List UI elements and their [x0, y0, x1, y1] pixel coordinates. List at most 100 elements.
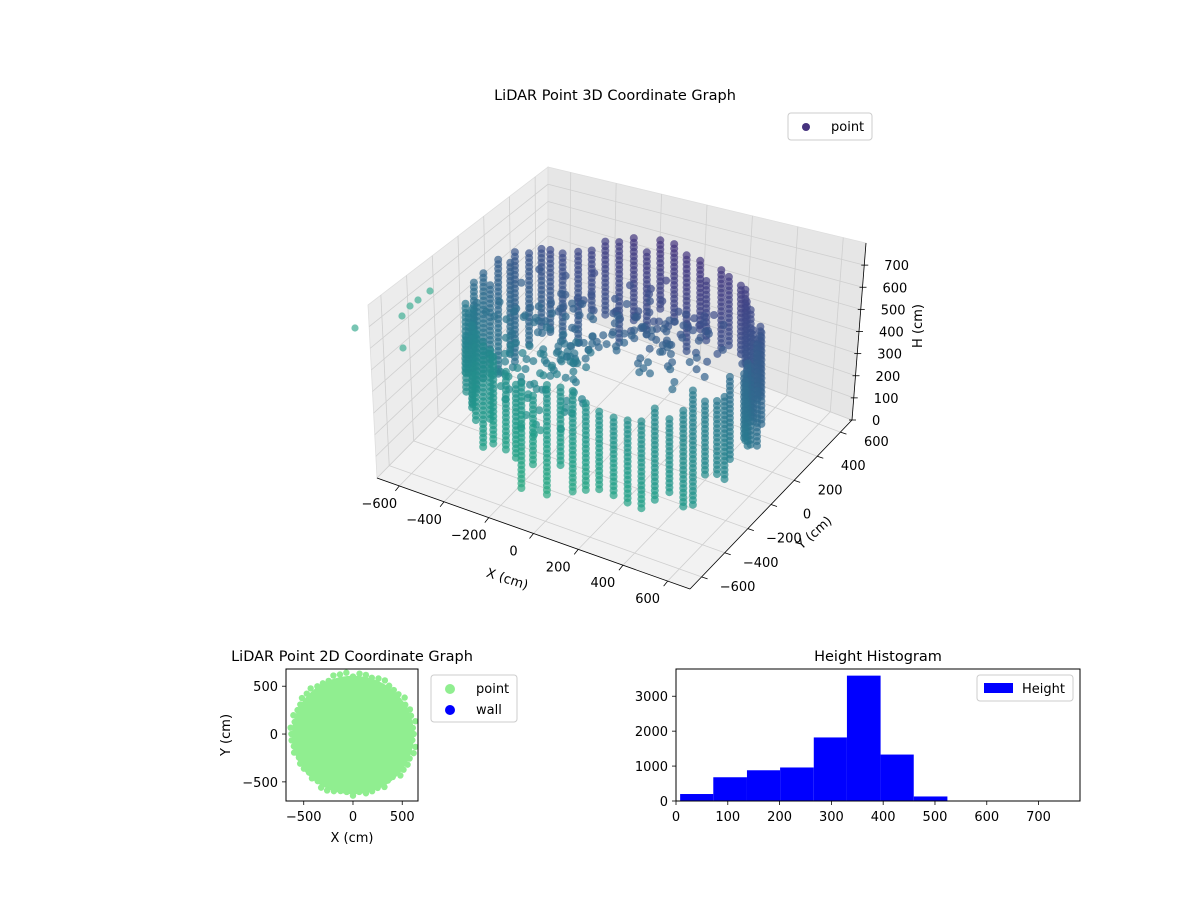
point-marker [400, 766, 407, 773]
point-marker [295, 754, 303, 761]
point-marker [535, 406, 544, 415]
point-marker [587, 290, 596, 299]
point-marker [557, 289, 566, 298]
y-tick-label: −500 [242, 776, 278, 791]
point-marker [718, 345, 727, 354]
point-marker [690, 314, 699, 323]
point-marker [412, 743, 418, 751]
point-marker [613, 311, 622, 320]
point-marker [670, 317, 679, 326]
point-marker [581, 354, 590, 363]
z-tick-label: 100 [874, 392, 899, 407]
point-marker [414, 296, 422, 304]
point-marker [561, 312, 570, 321]
point-marker [401, 694, 408, 701]
point-marker [552, 370, 561, 379]
point-marker [547, 363, 556, 372]
point-marker [294, 706, 301, 714]
point-marker [349, 792, 357, 799]
scatter-2d-points [287, 669, 418, 799]
x-tick-label: 700 [1026, 810, 1051, 825]
x-tick-label: 600 [974, 810, 999, 825]
y-tick-label: 400 [841, 459, 866, 474]
point-marker [637, 504, 646, 513]
point-marker [356, 788, 363, 796]
point-marker [688, 500, 697, 509]
point-marker [489, 439, 498, 448]
legend-height-label: Height [1022, 682, 1065, 697]
x-axis-label-3d: X (cm) [484, 566, 530, 594]
point-marker [694, 336, 703, 345]
point-marker [323, 787, 331, 794]
x-tick-label: 0 [672, 810, 680, 825]
point-marker [561, 373, 570, 382]
point-marker [406, 706, 414, 713]
point-marker [314, 683, 321, 690]
point-marker [385, 682, 393, 689]
point-marker [290, 712, 297, 719]
point-marker [666, 350, 675, 358]
point-marker [692, 365, 701, 374]
point-marker [594, 343, 603, 352]
y-tick-label: 500 [253, 680, 278, 695]
point-marker [513, 364, 522, 372]
point-marker [710, 311, 718, 319]
point-marker [509, 307, 518, 316]
point-marker [720, 475, 729, 484]
x-tick-label: 400 [591, 576, 616, 591]
x-tick-label: 500 [390, 810, 415, 825]
point-marker [719, 321, 728, 329]
point-marker [542, 323, 551, 332]
point-marker [426, 287, 434, 295]
point-marker [397, 772, 404, 779]
x-tick-label: −400 [406, 513, 442, 528]
point-marker [654, 317, 663, 326]
legend-hist: Height [976, 674, 1074, 702]
point-marker [645, 308, 654, 317]
point-marker [645, 344, 654, 353]
point-marker [305, 769, 313, 776]
point-marker [517, 372, 525, 381]
histogram-bar [713, 777, 747, 801]
point-marker [645, 290, 654, 299]
point-marker [568, 323, 577, 332]
chart-2d: LiDAR Point 2D Coordinate Graph −500 0 500… [219, 649, 518, 846]
point-marker [572, 338, 581, 347]
point-marker [612, 346, 621, 355]
point-marker [602, 340, 611, 349]
point-marker [622, 300, 631, 308]
point-marker [569, 359, 578, 368]
point-marker [482, 307, 490, 316]
legend-2d: point wall [430, 674, 518, 723]
point-marker [679, 502, 688, 511]
z-tick-label: 700 [884, 259, 909, 274]
y-axis-label-2d: Y (cm) [219, 714, 234, 757]
point-marker [704, 329, 713, 338]
point-marker [562, 396, 571, 405]
point-marker [535, 265, 544, 274]
point-marker [666, 365, 675, 374]
point-marker [668, 358, 677, 367]
point-marker [663, 343, 672, 352]
point-marker [298, 694, 306, 702]
point-marker [541, 317, 550, 326]
point-marker [627, 331, 636, 340]
point-marker [471, 416, 480, 425]
point-marker [300, 765, 308, 772]
point-marker [402, 701, 409, 708]
point-marker [536, 426, 545, 435]
point-marker [662, 276, 671, 285]
point-marker [578, 300, 587, 308]
point-marker [588, 339, 597, 348]
y-tick-label: −400 [743, 556, 779, 571]
point-marker [389, 773, 396, 781]
point-marker [288, 730, 295, 738]
point-marker [639, 364, 648, 373]
point-marker [539, 371, 548, 380]
point-marker [406, 302, 414, 310]
point-marker [495, 297, 504, 306]
point-marker [679, 321, 688, 330]
z-tick-label: 500 [881, 303, 906, 318]
point-marker [501, 333, 510, 342]
y-tick-label: −600 [720, 580, 756, 595]
